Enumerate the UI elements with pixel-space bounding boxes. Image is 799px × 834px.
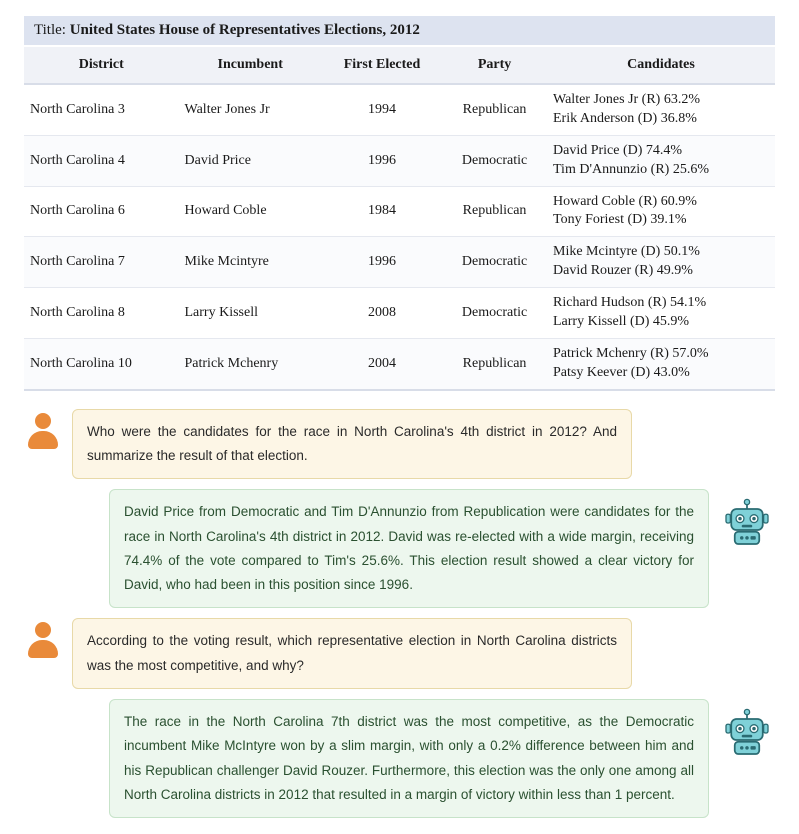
page-title-bar: Title: United States House of Representa… — [24, 16, 775, 45]
table-row: North Carolina 4David Price1996Democrati… — [24, 135, 775, 186]
table-row: North Carolina 10Patrick Mchenry2004Repu… — [24, 338, 775, 389]
robot-avatar-icon — [719, 705, 775, 761]
cell-first-elected: 1994 — [322, 84, 442, 135]
chat-row-user-1: Who were the candidates for the race in … — [24, 409, 775, 480]
cell-party: Democratic — [442, 288, 547, 339]
cell-incumbent: David Price — [179, 135, 322, 186]
title-value: United States House of Representatives E… — [70, 22, 420, 38]
bot-message-1: David Price from Democratic and Tim D'An… — [109, 489, 709, 608]
elections-table: District Incumbent First Elected Party C… — [24, 47, 775, 391]
cell-party: Democratic — [442, 237, 547, 288]
cell-first-elected: 2008 — [322, 288, 442, 339]
cell-incumbent: Howard Coble — [179, 186, 322, 237]
col-first-elected: First Elected — [322, 47, 442, 84]
cell-candidates: Richard Hudson (R) 54.1%Larry Kissell (D… — [547, 288, 775, 339]
user-avatar-icon — [24, 620, 62, 658]
cell-incumbent: Mike Mcintyre — [179, 237, 322, 288]
cell-district: North Carolina 3 — [24, 84, 179, 135]
user-message-2: According to the voting result, which re… — [72, 618, 632, 689]
col-candidates: Candidates — [547, 47, 775, 84]
cell-party: Democratic — [442, 135, 547, 186]
user-avatar-icon — [24, 411, 62, 449]
cell-candidates: Mike Mcintyre (D) 50.1%David Rouzer (R) … — [547, 237, 775, 288]
cell-party: Republican — [442, 186, 547, 237]
col-party: Party — [442, 47, 547, 84]
table-row: North Carolina 3Walter Jones Jr1994Repub… — [24, 84, 775, 135]
cell-incumbent: Patrick Mchenry — [179, 338, 322, 389]
chat-container: Who were the candidates for the race in … — [24, 409, 775, 819]
bot-message-2: The race in the North Carolina 7th distr… — [109, 699, 709, 818]
cell-candidates: David Price (D) 74.4%Tim D'Annunzio (R) … — [547, 135, 775, 186]
col-district: District — [24, 47, 179, 84]
chat-row-bot-1: David Price from Democratic and Tim D'An… — [24, 489, 775, 608]
cell-first-elected: 2004 — [322, 338, 442, 389]
cell-district: North Carolina 10 — [24, 338, 179, 389]
cell-incumbent: Walter Jones Jr — [179, 84, 322, 135]
cell-district: North Carolina 7 — [24, 237, 179, 288]
table-row: North Carolina 8Larry Kissell2008Democra… — [24, 288, 775, 339]
table-row: North Carolina 6Howard Coble1984Republic… — [24, 186, 775, 237]
cell-party: Republican — [442, 84, 547, 135]
cell-district: North Carolina 6 — [24, 186, 179, 237]
cell-district: North Carolina 4 — [24, 135, 179, 186]
cell-party: Republican — [442, 338, 547, 389]
user-message-1: Who were the candidates for the race in … — [72, 409, 632, 480]
cell-candidates: Patrick Mchenry (R) 57.0%Patsy Keever (D… — [547, 338, 775, 389]
cell-first-elected: 1984 — [322, 186, 442, 237]
chat-row-bot-2: The race in the North Carolina 7th distr… — [24, 699, 775, 818]
title-label: Title: — [34, 22, 70, 38]
cell-first-elected: 1996 — [322, 237, 442, 288]
cell-district: North Carolina 8 — [24, 288, 179, 339]
table-header-row: District Incumbent First Elected Party C… — [24, 47, 775, 84]
cell-incumbent: Larry Kissell — [179, 288, 322, 339]
robot-avatar-icon — [719, 495, 775, 551]
col-incumbent: Incumbent — [179, 47, 322, 84]
cell-candidates: Walter Jones Jr (R) 63.2%Erik Anderson (… — [547, 84, 775, 135]
chat-row-user-2: According to the voting result, which re… — [24, 618, 775, 689]
cell-first-elected: 1996 — [322, 135, 442, 186]
cell-candidates: Howard Coble (R) 60.9%Tony Foriest (D) 3… — [547, 186, 775, 237]
table-row: North Carolina 7Mike Mcintyre1996Democra… — [24, 237, 775, 288]
